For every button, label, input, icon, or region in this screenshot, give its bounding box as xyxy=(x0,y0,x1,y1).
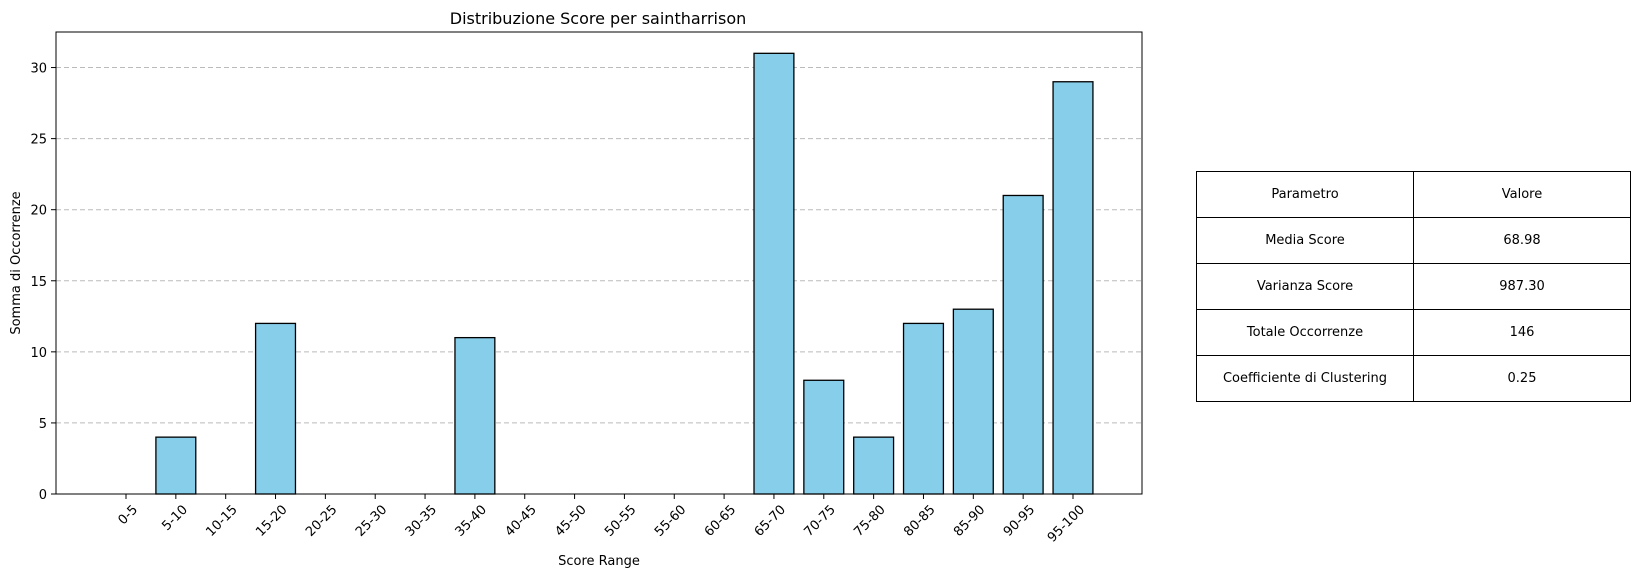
x-tick-label: 5-10 xyxy=(159,502,190,533)
table-row: Varianza Score 987.30 xyxy=(1196,263,1631,310)
table-header-row: Parametro Valore xyxy=(1196,171,1631,218)
chart-title: Distribuzione Score per saintharrison xyxy=(450,9,747,28)
y-tick-label: 20 xyxy=(30,204,47,219)
bar xyxy=(155,436,197,495)
table-row: Media Score 68.98 xyxy=(1196,217,1631,264)
bar xyxy=(952,308,994,495)
bars xyxy=(155,52,1094,495)
bar xyxy=(1052,81,1094,495)
table-cell: Coefficiente di Clustering xyxy=(1196,355,1414,402)
y-tick-label: 15 xyxy=(30,275,47,290)
y-tick-label: 10 xyxy=(30,346,47,361)
y-axis: 0 5 10 15 20 25 30 xyxy=(30,62,56,503)
stats-table: Parametro Valore Media Score 68.98 Varia… xyxy=(1196,171,1631,402)
x-tick-label: 45-50 xyxy=(552,502,589,539)
bar xyxy=(254,322,297,495)
x-tick-label: 75-80 xyxy=(851,502,888,539)
x-tick-label: 90-95 xyxy=(1001,502,1038,539)
x-tick-label: 80-85 xyxy=(901,502,938,539)
x-tick-label: 70-75 xyxy=(802,502,839,539)
table-cell: 987.30 xyxy=(1413,263,1631,310)
table-cell: 68.98 xyxy=(1413,217,1631,264)
table-cell: 146 xyxy=(1413,309,1631,356)
x-tick-label: 10-15 xyxy=(203,502,240,539)
x-axis-label: Score Range xyxy=(558,554,640,569)
x-tick-label: 60-65 xyxy=(702,502,739,539)
y-tick-label: 5 xyxy=(39,417,47,432)
x-axis: 0-5 5-10 10-15 15-20 20-25 25-30 30-35 35-40 40-… xyxy=(115,494,1088,546)
bar xyxy=(454,336,496,495)
x-tick-label: 30-35 xyxy=(403,502,440,539)
bar xyxy=(1002,194,1044,495)
x-tick-label: 85-90 xyxy=(951,502,988,539)
x-tick-label: 35-40 xyxy=(453,502,490,539)
plot-frame xyxy=(55,31,1143,495)
x-tick-label: 55-60 xyxy=(652,502,689,539)
x-tick-label: 15-20 xyxy=(253,502,290,539)
bar xyxy=(853,436,895,495)
x-tick-label: 20-25 xyxy=(303,502,340,539)
x-tick-label: 65-70 xyxy=(752,502,789,539)
x-tick-label: 95-100 xyxy=(1045,502,1088,545)
x-tick-label: 0-5 xyxy=(115,502,141,528)
table-row: Totale Occorrenze 146 xyxy=(1196,309,1631,356)
y-tick-label: 30 xyxy=(30,62,47,77)
table-header-cell: Parametro xyxy=(1196,171,1414,218)
table-cell: Media Score xyxy=(1196,217,1414,264)
table-header-cell: Valore xyxy=(1413,171,1631,218)
table-cell: 0.25 xyxy=(1413,355,1631,402)
x-tick-label: 40-45 xyxy=(502,502,539,539)
bar xyxy=(803,379,845,495)
y-tick-label: 25 xyxy=(30,133,47,148)
x-tick-label: 50-55 xyxy=(602,502,639,539)
x-tick-label: 25-30 xyxy=(353,502,390,539)
y-tick-label: 0 xyxy=(39,488,47,503)
table-cell: Varianza Score xyxy=(1196,263,1414,310)
bar xyxy=(753,52,795,495)
table-row: Coefficiente di Clustering 0.25 xyxy=(1196,355,1631,402)
bar xyxy=(902,322,945,495)
table-cell: Totale Occorrenze xyxy=(1196,309,1414,356)
y-axis-label: Somma di Occorrenze xyxy=(9,191,24,334)
